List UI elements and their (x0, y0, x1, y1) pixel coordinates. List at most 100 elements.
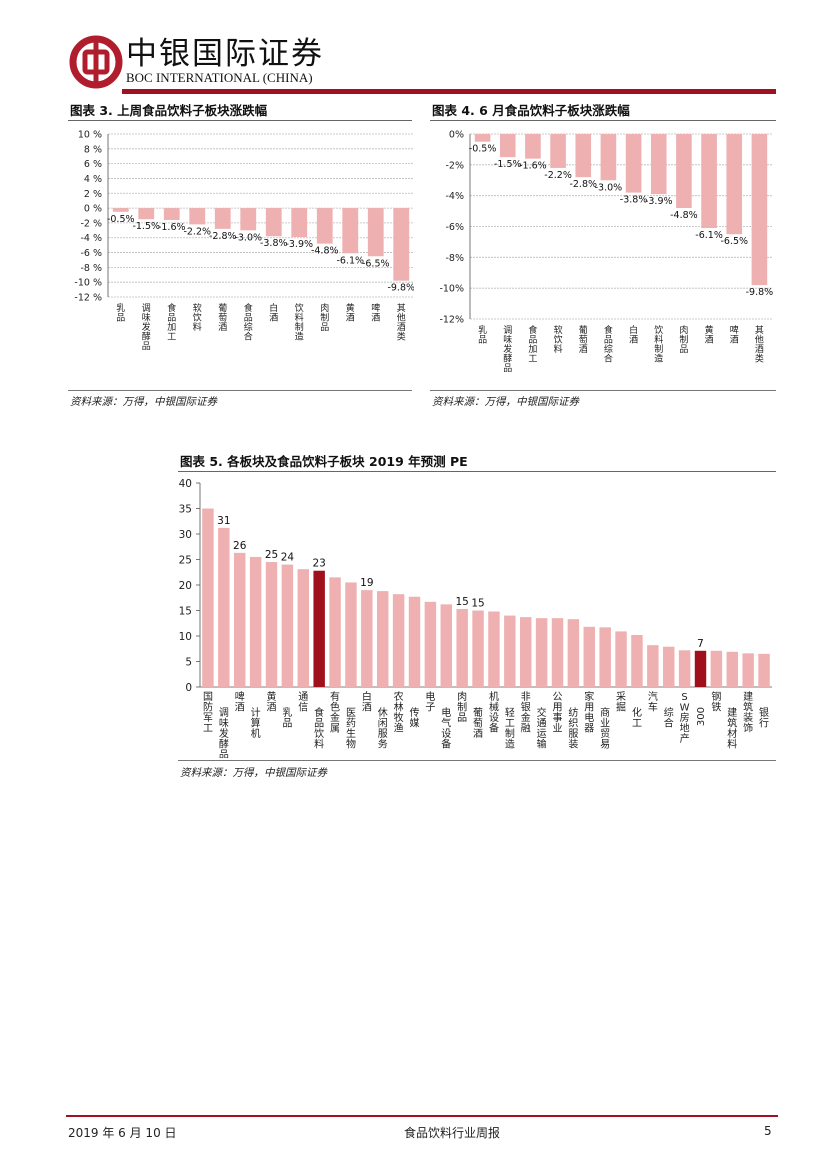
fig5-bar (647, 645, 659, 687)
fig4-bar (525, 134, 541, 159)
footer-report-title: 食品饮料行业周报 (404, 1126, 501, 1140)
fig3-y-tick-label: 2 % (84, 189, 102, 200)
fig5-bar (742, 653, 754, 687)
fig3-y-tick-label: 4 % (84, 174, 102, 185)
fig5-x-tick-label: 采掘 (616, 691, 626, 714)
figure3-chart: 10 % 8 % 6 % 4 % 2 % 0 % -2 % -4 % -6 % -8 % -10 %… (74, 130, 414, 352)
fig5-x-tick-label: 啤酒 (235, 691, 245, 714)
fig3-x-tick-label: 肉制品 (320, 302, 329, 333)
header-rule (122, 89, 776, 94)
fig3-data-label: -2.8% (209, 231, 237, 242)
fig3-bar (163, 208, 180, 220)
fig5-x-tick-label: 传媒 (410, 707, 420, 730)
fig4-data-label: -3.0% (595, 182, 623, 193)
brand-name-en: BOC INTERNATIONAL (CHINA) (126, 70, 313, 85)
fig4-bar (600, 134, 617, 181)
fig5-bar (694, 650, 707, 687)
fig3-data-label: -4.8% (311, 246, 339, 257)
footer-date: 2019 年 6 月 10 日 (68, 1126, 177, 1140)
figure4-bottom-rule (430, 390, 776, 391)
fig5-bar (313, 570, 325, 687)
fig5-bar (488, 611, 500, 687)
fig4-x-tick-label: 肉制品 (679, 324, 688, 355)
fig3-bar (240, 208, 257, 231)
fig5-x-tick-label: 300 (696, 707, 707, 726)
fig5-bar (249, 556, 262, 687)
fig3-x-tick-label: 饮料制造 (295, 302, 304, 343)
figure5-bottom-rule (178, 760, 776, 761)
fig3-y-tick-label: -10 % (74, 278, 102, 289)
figure3-title: 图表 3. 上周食品饮料子板块涨跌幅 (70, 103, 268, 118)
fig4-bar (676, 134, 692, 208)
fig3-data-label: -6.5% (362, 258, 390, 269)
fig4-x-tick-label: 调味发酵品 (503, 325, 512, 374)
fig5-bar (599, 627, 611, 687)
fig5-x-tick-label: 建筑装饰 (743, 690, 753, 735)
fig5-y-tick-label: 15 (179, 606, 192, 618)
fig4-x-tick-label: 软饮料 (554, 324, 563, 355)
fig3-bar (138, 208, 155, 220)
fig4-y-tick-label: 0% (449, 130, 464, 141)
fig5-y-tick-label: 30 (179, 529, 192, 541)
fig5-x-tick-label: 黄酒 (267, 690, 277, 714)
fig4-data-label: -4.8% (670, 210, 698, 221)
fig5-y-tick-label: 25 (179, 555, 192, 567)
fig5-bar (218, 527, 230, 687)
figure3-bottom-rule (68, 390, 412, 391)
fig5-x-tick-label: 建筑材料 (727, 706, 737, 751)
fig5-x-tick-label: 白酒 (362, 690, 372, 714)
fig3-bar (214, 208, 231, 229)
fig4-data-label: -6.5% (720, 236, 748, 247)
fig3-y-tick-label: 8 % (84, 144, 102, 155)
fig5-x-tick-label: S W 房地产 (680, 692, 690, 745)
fig3-data-label: -6.1% (336, 255, 364, 266)
fig5-bar (361, 590, 373, 687)
fig5-x-tick-label: 钢铁 (711, 690, 721, 714)
fig5-bar (504, 615, 516, 687)
fig3-y-tick-label: 0 % (84, 204, 102, 215)
figure4-title: 图表 4. 6 月食品饮料子板块涨跌幅 (432, 103, 630, 118)
fig4-x-tick-label: 饮料制造 (654, 324, 663, 365)
fig5-bar (440, 604, 452, 687)
fig4-y-tick-label: -12% (439, 315, 464, 326)
fig3-bar (316, 208, 333, 244)
fig4-bar (575, 134, 592, 178)
fig5-bar (234, 552, 246, 687)
fig4-x-tick-label: 食品加工 (528, 324, 537, 365)
footer-rule (66, 1115, 778, 1117)
fig3-y-tick-label: 10 % (78, 130, 102, 141)
fig5-bar (472, 610, 484, 687)
fig3-y-tick-label: -6 % (80, 248, 102, 259)
fig5-x-tick-label: 汽车 (648, 690, 658, 714)
fig5-bar (583, 626, 595, 687)
fig5-x-tick-label: 轻工制造 (505, 706, 515, 751)
fig5-x-tick-label: 家用电器 (584, 690, 594, 735)
fig5-bar (726, 651, 738, 687)
figure4-source: 资料来源：万得，中银国际证券 (432, 396, 579, 408)
fig4-x-tick-label: 食品综合 (604, 324, 613, 365)
fig5-bar (408, 596, 421, 687)
fig5-x-tick-label: 医药生物 (346, 707, 356, 751)
fig4-y-tick-label: -4% (446, 191, 465, 202)
fig3-x-tick-label: 食品综合 (244, 302, 253, 343)
fig5-x-tick-label: 电气设备 (441, 706, 451, 751)
fig3-bar (265, 208, 282, 237)
fig3-data-label: -3.8% (260, 238, 288, 249)
fig5-y-tick-label: 0 (185, 682, 192, 694)
fig5-y-tick-label: 20 (179, 580, 192, 592)
fig5-bar (663, 646, 675, 687)
fig5-data-label: 24 (281, 552, 295, 564)
fig5-x-tick-label: 调味发酵品 (219, 707, 229, 758)
brand-name-cn: 中银国际证券 (126, 36, 324, 72)
figure5-title: 图表 5. 各板块及食品饮料子板块 2019 年预测 PE (180, 454, 468, 469)
fig4-x-tick-label: 白酒 (629, 324, 638, 346)
fig5-x-tick-label: 非银金融 (521, 691, 531, 735)
fig3-x-tick-label: 啤酒 (371, 302, 380, 324)
fig5-x-tick-label: 肉制品 (457, 690, 467, 724)
fig5-x-tick-label: 综合 (664, 706, 674, 730)
fig4-data-label: -2.8% (569, 179, 597, 190)
figure3-source: 资料来源：万得，中银国际证券 (70, 396, 217, 408)
fig3-x-tick-label: 黄酒 (346, 302, 355, 324)
figure4-title-rule (430, 120, 776, 121)
fig4-bar (701, 134, 717, 229)
